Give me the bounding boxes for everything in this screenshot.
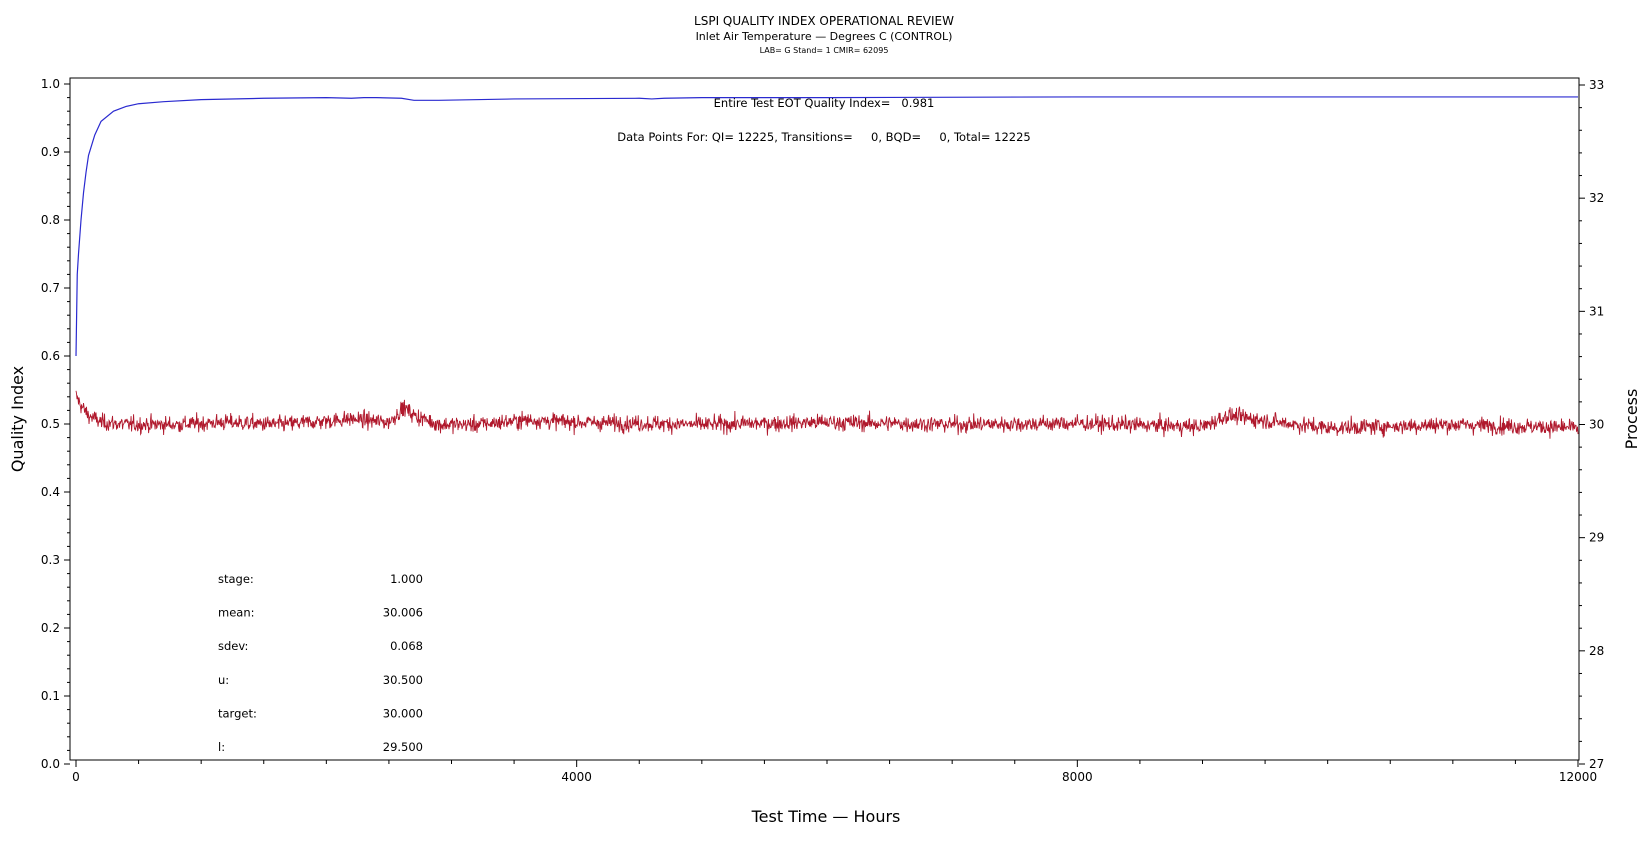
y-left-tick-label: 0.4 — [41, 485, 60, 499]
eot-quality-annotation: Entire Test EOT Quality Index= 0.981 — [714, 96, 935, 110]
chart-subsubtitle: LAB= G Stand= 1 CMIR= 62095 — [760, 46, 889, 55]
stat-value: 1.000 — [390, 572, 423, 586]
x-tick-label: 12000 — [1559, 770, 1597, 784]
stat-label: u: — [218, 673, 229, 687]
y-left-tick-label: 0.9 — [41, 145, 60, 159]
stat-label: sdev: — [218, 639, 248, 653]
stats-table: stage: 1.000 mean: 30.006 sdev: 0.068 u: 30.500… — [218, 572, 423, 754]
y-axis-left-title: Quality Index — [8, 366, 27, 472]
y-right-tick-label: 30 — [1589, 418, 1604, 432]
y-left-tick-label: 0.3 — [41, 553, 60, 567]
stat-value: 29.500 — [383, 740, 423, 754]
x-tick-label: 4000 — [561, 770, 592, 784]
x-tick-label: 8000 — [1062, 770, 1093, 784]
y-left-tick-label: 0.5 — [41, 417, 60, 431]
quality-index-series-line — [75, 96, 1578, 357]
y-right-tick-label: 32 — [1589, 191, 1604, 205]
left-axis: 0.0 0.1 0.2 0.3 0.4 0.5 0.6 0.7 0.8 0.9 1.0 — [41, 77, 70, 771]
chart-title: LSPI QUALITY INDEX OPERATIONAL REVIEW — [694, 14, 954, 28]
y-right-tick-label: 31 — [1589, 304, 1604, 318]
y-left-tick-label: 0.2 — [41, 621, 60, 635]
y-right-tick-label: 29 — [1589, 531, 1604, 545]
stat-label: target: — [218, 706, 257, 720]
data-points-annotation: Data Points For: QI= 12225, Transitions=… — [617, 130, 1030, 144]
x-tick-label: 0 — [72, 770, 80, 784]
y-left-tick-label: 0.1 — [41, 689, 60, 703]
stat-value: 30.500 — [383, 673, 423, 687]
stat-value: 0.068 — [390, 639, 423, 653]
y-left-tick-label: 1.0 — [41, 77, 60, 91]
y-axis-right-title: Process — [1622, 389, 1641, 450]
y-left-tick-label: 0.8 — [41, 213, 60, 227]
plot-frame — [69, 77, 1580, 761]
stat-label: mean: — [218, 606, 255, 620]
y-left-tick-label: 0.7 — [41, 281, 60, 295]
series-layer — [75, 96, 1579, 439]
chart-subtitle: Inlet Air Temperature — Degrees C (CONTR… — [696, 30, 953, 43]
x-axis-title: Test Time — Hours — [751, 807, 901, 826]
process-series-line — [75, 390, 1579, 439]
y-right-tick-label: 33 — [1589, 78, 1604, 92]
stat-value: 30.006 — [383, 606, 423, 620]
right-axis: 27 28 29 30 31 32 33 — [1579, 78, 1604, 771]
y-left-tick-label: 0.0 — [41, 757, 60, 771]
bottom-axis: 0 4000 8000 12000 — [72, 760, 1597, 784]
stat-value: 30.000 — [383, 706, 423, 720]
y-left-tick-label: 0.6 — [41, 349, 60, 363]
y-right-tick-label: 28 — [1589, 644, 1604, 658]
stat-label: stage: — [218, 572, 254, 586]
stat-label: l: — [218, 740, 225, 754]
y-right-tick-label: 27 — [1589, 757, 1604, 771]
